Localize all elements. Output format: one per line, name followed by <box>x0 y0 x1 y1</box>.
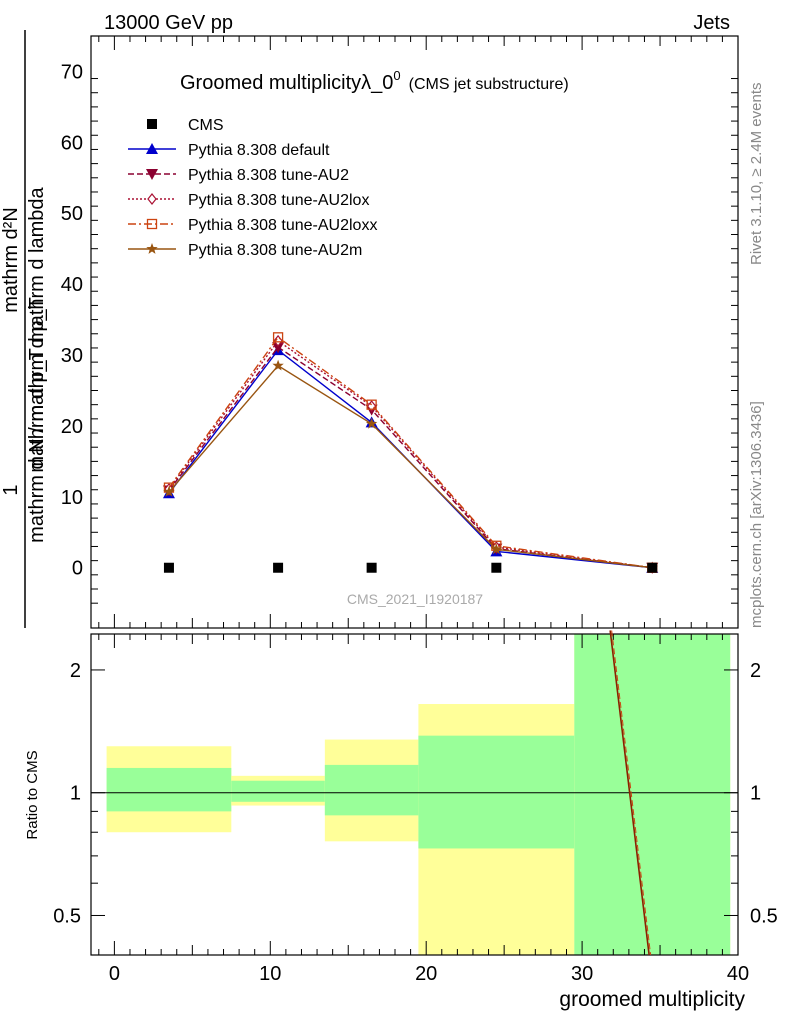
legend-label: Pythia 8.308 tune-AU2lox <box>188 192 369 209</box>
series-marker <box>146 143 158 154</box>
ratio-y-tick-label: 0.5 <box>750 905 778 927</box>
ylabel-pre-num: 1 <box>0 484 22 495</box>
series-2 <box>162 342 659 574</box>
legend-label: Pythia 8.308 default <box>188 142 330 159</box>
series-marker <box>146 243 158 254</box>
main-frame <box>90 35 739 629</box>
series-marker <box>272 359 284 371</box>
y-tick-label: 10 <box>61 487 83 509</box>
legend-label: Pythia 8.308 tune-AU2m <box>188 242 362 259</box>
data-marker <box>163 562 174 573</box>
header-left: 13000 GeV pp <box>104 12 233 34</box>
series-4 <box>163 332 658 573</box>
analysis-watermark: CMS_2021_I1920187 <box>347 591 483 607</box>
legend-entry: Pythia 8.308 tune-AU2m <box>128 242 362 259</box>
ratio-y-tick-label: 1 <box>750 783 761 805</box>
legend-label: Pythia 8.308 tune-AU2loxx <box>188 217 377 234</box>
legend-entry: Pythia 8.308 tune-AU2lox <box>128 192 369 209</box>
mcplots-label: mcplots.cern.ch [arXiv:1306.3436] <box>748 401 765 628</box>
series-marker <box>147 193 157 205</box>
tick-labels: 0 10 20 30 40 50 60 70 0 10 20 30 40 0.5 0.5 1 1 2 2 <box>53 61 778 985</box>
series-marker <box>163 485 175 497</box>
legend-entry: Pythia 8.308 default <box>128 142 330 159</box>
legend-label: CMS <box>188 117 224 134</box>
ratio-y-tick-label: 2 <box>750 660 761 682</box>
series-marker <box>365 417 378 429</box>
series-marker <box>146 218 158 230</box>
series-layer <box>162 332 659 956</box>
series-marker <box>146 169 158 180</box>
ratio-y-tick-label: 1 <box>70 783 81 805</box>
rivet-label: Rivet 3.1.10, ≥ 2.4M events <box>748 83 765 266</box>
y-tick-label: 0 <box>72 558 83 580</box>
y-tick-label: 20 <box>61 416 83 438</box>
ratio-series-line <box>611 630 652 956</box>
plot-frames <box>90 35 739 956</box>
series-1 <box>162 344 659 573</box>
legend-entry: Pythia 8.308 tune-AU2loxx <box>128 217 377 234</box>
header-right: Jets <box>693 12 730 34</box>
y-tick-label: 70 <box>61 61 83 83</box>
series-marker <box>490 543 503 555</box>
x-axis-label: groomed multiplicity <box>559 988 745 1011</box>
data-marker <box>647 562 658 573</box>
axis-ticks <box>91 36 739 956</box>
series-line <box>168 346 653 569</box>
ratio-band-green <box>106 767 232 812</box>
y-tick-label: 50 <box>61 203 83 225</box>
legend-label: Pythia 8.308 tune-AU2 <box>188 167 349 184</box>
ratio-ylabel: Ratio to CMS <box>24 750 41 839</box>
ylabel-pre-den: mathrm d N / mathrm d p_T <box>26 297 48 543</box>
series-marker <box>272 332 284 343</box>
x-tick-label: 20 <box>415 963 437 985</box>
y-tick-label: 60 <box>61 132 83 154</box>
chart-title: Groomed multiplicityλ_00(CMS jet substru… <box>180 68 569 94</box>
ratio-frame <box>90 633 739 956</box>
ylabel-den: mathrm d p_T mathrm d lambda <box>26 186 48 472</box>
x-tick-label: 10 <box>259 963 281 985</box>
series-line <box>168 339 653 569</box>
series-line <box>168 336 653 569</box>
data-marker <box>366 562 377 573</box>
series-5 <box>163 359 658 573</box>
x-tick-label: 30 <box>571 963 593 985</box>
series-line <box>168 349 653 569</box>
legend-entry: CMS <box>147 117 224 134</box>
ratio-band-green <box>418 735 575 849</box>
ratio-band-green <box>231 780 325 802</box>
ratio-y-tick-label: 0.5 <box>53 905 81 927</box>
ylabel-num: mathrm d²N <box>0 207 22 313</box>
legend-entry: Pythia 8.308 tune-AU2 <box>128 167 349 184</box>
ratio-band-green <box>574 634 731 955</box>
data-marker <box>491 562 502 573</box>
main-ylabel: mathrm d²N mathrm d p_T mathrm d lambda … <box>0 30 48 628</box>
ratio-bands <box>106 634 731 955</box>
data-marker <box>147 119 157 129</box>
series-marker <box>366 399 377 410</box>
ratio-series-line <box>609 630 650 956</box>
data-marker <box>273 562 284 573</box>
x-tick-label: 40 <box>727 963 749 985</box>
y-tick-label: 40 <box>61 274 83 296</box>
legend: CMS Pythia 8.308 default Pythia 8.308 tune… <box>128 117 377 259</box>
series-cms <box>163 562 658 573</box>
series-3 <box>164 334 658 574</box>
series-marker <box>272 342 285 354</box>
ratio-y-tick-label: 2 <box>70 660 81 682</box>
y-tick-label: 30 <box>61 345 83 367</box>
ratio-band-green <box>324 764 419 816</box>
x-tick-label: 0 <box>109 963 120 985</box>
